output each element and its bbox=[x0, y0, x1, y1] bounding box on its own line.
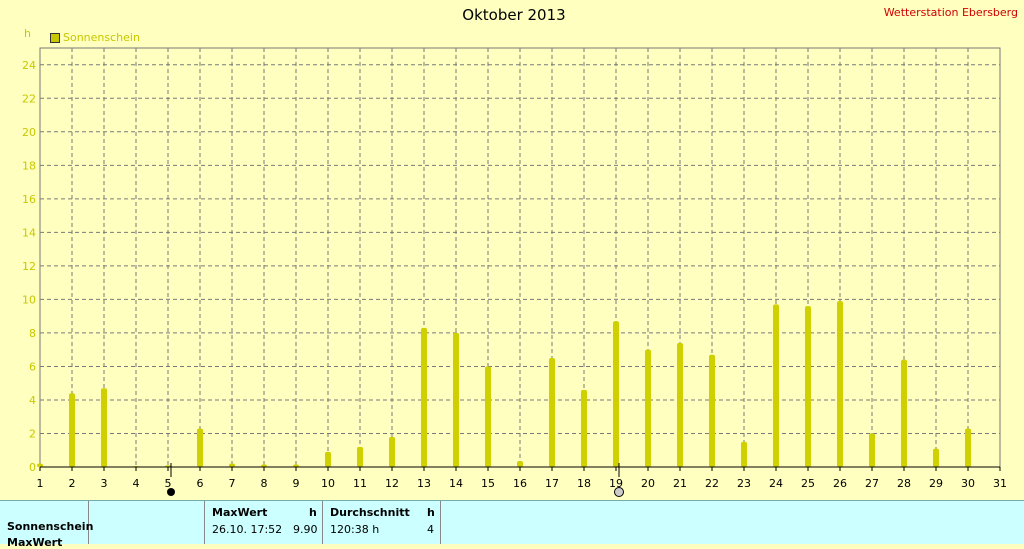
legend-swatch bbox=[50, 32, 60, 43]
x-tick-label: 21 bbox=[673, 477, 687, 490]
y-tick-label: 0 bbox=[29, 461, 36, 474]
avg-unit: h bbox=[427, 506, 435, 519]
y-tick-label: 20 bbox=[22, 126, 36, 139]
x-tick-label: 27 bbox=[865, 477, 879, 490]
x-tick-label: 30 bbox=[961, 477, 975, 490]
bar bbox=[101, 388, 107, 467]
x-tick-label: 1 bbox=[37, 477, 44, 490]
y-tick-label: 14 bbox=[22, 226, 36, 239]
x-tick-label: 16 bbox=[513, 477, 527, 490]
x-tick-label: 31 bbox=[993, 477, 1007, 490]
y-tick-label: 22 bbox=[22, 92, 36, 105]
max-header: MaxWert bbox=[212, 506, 268, 519]
x-tick-label: 24 bbox=[769, 477, 783, 490]
bar bbox=[709, 354, 715, 467]
bar bbox=[549, 358, 555, 467]
bar bbox=[645, 349, 651, 467]
max-time: 26.10. 17:52 bbox=[212, 523, 283, 536]
x-tick-label: 25 bbox=[801, 477, 815, 490]
x-tick-label: 12 bbox=[385, 477, 399, 490]
bar bbox=[357, 446, 363, 467]
legend-label: Sonnenschein bbox=[63, 31, 140, 44]
avg-value: 120:38 h bbox=[330, 523, 380, 536]
y-tick-label: 6 bbox=[29, 360, 36, 373]
bar bbox=[677, 342, 683, 467]
x-tick-label: 8 bbox=[261, 477, 268, 490]
y-tick-label: 10 bbox=[22, 293, 36, 306]
x-tick-label: 17 bbox=[545, 477, 559, 490]
summary-table: Sonnenschein MaxWert MaxWert h 26.10. 17… bbox=[0, 500, 1024, 549]
x-tick-label: 9 bbox=[293, 477, 300, 490]
bar bbox=[453, 332, 459, 467]
bar bbox=[69, 393, 75, 467]
bar bbox=[581, 389, 587, 467]
max-value: 9.90 bbox=[293, 523, 318, 536]
bar bbox=[805, 306, 811, 467]
open-circle-marker bbox=[614, 487, 624, 497]
row-label-cell: Sonnenschein MaxWert bbox=[0, 501, 93, 549]
y-tick-label: 4 bbox=[29, 394, 36, 407]
x-tick-label: 19 bbox=[609, 477, 623, 490]
bar bbox=[933, 448, 939, 467]
x-tick-label: 4 bbox=[133, 477, 140, 490]
x-tick-label: 18 bbox=[577, 477, 591, 490]
bar bbox=[325, 451, 331, 467]
bar bbox=[741, 441, 747, 467]
max-cell: MaxWert h 26.10. 17:52 9.90 bbox=[205, 501, 323, 544]
bar bbox=[837, 301, 843, 467]
bar bbox=[261, 464, 267, 467]
y-tick-label: 24 bbox=[22, 59, 36, 72]
x-tick-label: 5 bbox=[165, 477, 172, 490]
max-unit: h bbox=[309, 506, 317, 519]
row-label: Sonnenschein bbox=[7, 520, 94, 533]
x-tick-label: 23 bbox=[737, 477, 751, 490]
x-tick-label: 11 bbox=[353, 477, 367, 490]
y-tick-label: 2 bbox=[29, 427, 36, 440]
bar bbox=[421, 327, 427, 467]
bar bbox=[869, 433, 875, 467]
avg-days: 4 bbox=[427, 523, 434, 536]
y-tick-label: 18 bbox=[22, 159, 36, 172]
y-tick-label: 8 bbox=[29, 327, 36, 340]
bar bbox=[37, 463, 43, 467]
legend: Sonnenschein bbox=[50, 31, 140, 44]
x-tick-label: 20 bbox=[641, 477, 655, 490]
plot-frame bbox=[39, 47, 1001, 468]
y-axis-unit: h bbox=[24, 27, 31, 40]
bar bbox=[517, 461, 523, 467]
bar bbox=[293, 464, 299, 467]
x-tick-label: 3 bbox=[101, 477, 108, 490]
avg-header: Durchschnitt bbox=[330, 506, 410, 519]
bar bbox=[965, 428, 971, 467]
y-tick-label: 12 bbox=[22, 260, 36, 273]
x-tick-label: 29 bbox=[929, 477, 943, 490]
bar bbox=[773, 304, 779, 467]
station-name: Wetterstation Ebersberg bbox=[883, 6, 1018, 19]
y-tick-label: 16 bbox=[22, 193, 36, 206]
x-tick-label: 22 bbox=[705, 477, 719, 490]
x-tick-label: 7 bbox=[229, 477, 236, 490]
bar bbox=[485, 366, 491, 467]
x-tick-label: 14 bbox=[449, 477, 463, 490]
x-tick-label: 6 bbox=[197, 477, 204, 490]
chart-title: Oktober 2013 bbox=[462, 6, 566, 24]
x-tick-label: 28 bbox=[897, 477, 911, 490]
bar bbox=[901, 359, 907, 467]
x-tick-label: 2 bbox=[69, 477, 76, 490]
bar bbox=[229, 463, 235, 467]
empty-cell bbox=[88, 501, 205, 544]
bar bbox=[389, 436, 395, 467]
x-tick-label: 26 bbox=[833, 477, 847, 490]
bar bbox=[613, 321, 619, 467]
avg-cell: Durchschnitt h 120:38 h 4 bbox=[323, 501, 441, 544]
x-tick-label: 15 bbox=[481, 477, 495, 490]
bar bbox=[197, 428, 203, 467]
x-tick-label: 13 bbox=[417, 477, 431, 490]
filled-circle-marker bbox=[167, 488, 175, 496]
x-tick-label: 10 bbox=[321, 477, 335, 490]
